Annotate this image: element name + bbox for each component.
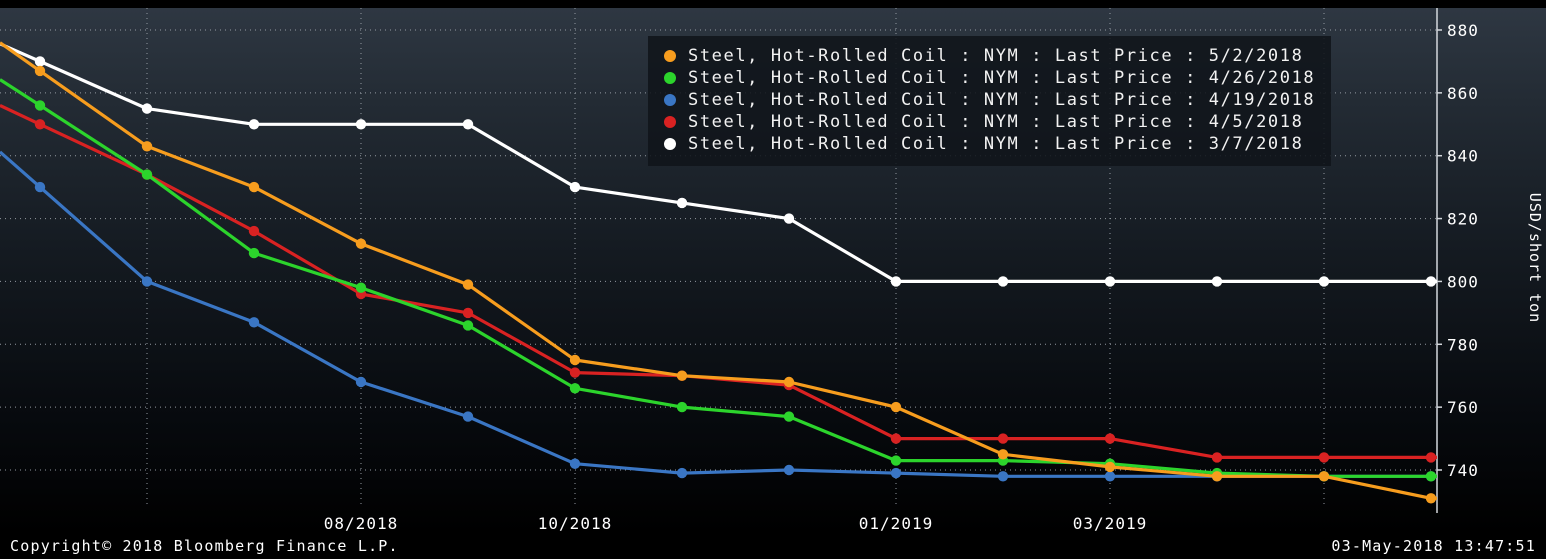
legend-label: Steel, Hot-Rolled Coil : NYM : Last Pric… (688, 134, 1304, 154)
data-point-marker[interactable] (34, 56, 46, 67)
data-point-marker[interactable] (890, 455, 902, 466)
data-point-marker[interactable] (355, 238, 367, 249)
x-axis-tick-label: 10/2018 (538, 514, 612, 533)
data-point-marker[interactable] (569, 383, 581, 394)
data-point-marker[interactable] (1318, 276, 1330, 287)
series-line (0, 150, 1437, 478)
data-point-marker[interactable] (462, 411, 474, 422)
data-point-marker[interactable] (890, 433, 902, 444)
data-point-marker[interactable] (676, 401, 688, 413)
legend-marker-icon (664, 116, 676, 128)
data-point-marker[interactable] (248, 181, 260, 193)
data-point-marker[interactable] (355, 119, 367, 130)
copyright-text: Copyright© 2018 Bloomberg Finance L.P. (10, 537, 399, 555)
data-point-marker[interactable] (1211, 471, 1223, 482)
y-axis-tick-label: 820 (1447, 210, 1479, 229)
data-point-marker[interactable] (1425, 276, 1437, 287)
legend-marker-icon (664, 50, 676, 62)
data-point-marker[interactable] (1425, 471, 1437, 482)
data-point-marker[interactable] (783, 411, 795, 422)
legend-label: Steel, Hot-Rolled Coil : NYM : Last Pric… (688, 68, 1316, 88)
legend-marker-icon (664, 94, 676, 106)
x-axis-tick-label: 08/2018 (324, 514, 398, 533)
legend-item[interactable]: Steel, Hot-Rolled Coil : NYM : Last Pric… (664, 133, 1315, 155)
legend-label: Steel, Hot-Rolled Coil : NYM : Last Pric… (688, 46, 1304, 66)
data-point-marker[interactable] (34, 65, 46, 77)
data-point-marker[interactable] (1104, 471, 1116, 482)
data-point-marker[interactable] (141, 141, 153, 152)
timestamp-text: 03-May-2018 13:47:51 (1331, 537, 1536, 555)
y-axis-tick-label: 880 (1447, 21, 1479, 40)
data-point-marker[interactable] (783, 213, 795, 224)
top-strip (0, 0, 1546, 8)
data-point-marker[interactable] (141, 169, 153, 180)
y-axis-tick-label: 760 (1447, 398, 1479, 417)
legend-label: Steel, Hot-Rolled Coil : NYM : Last Pric… (688, 112, 1304, 132)
data-point-marker[interactable] (783, 464, 795, 476)
y-axis-tick-label: 740 (1447, 461, 1479, 480)
chart-legend: Steel, Hot-Rolled Coil : NYM : Last Pric… (648, 36, 1332, 166)
y-axis-tick-label: 780 (1447, 335, 1479, 354)
data-point-marker[interactable] (676, 370, 688, 381)
y-axis-tick-label: 800 (1447, 272, 1479, 291)
data-point-marker[interactable] (34, 100, 46, 111)
legend-item[interactable]: Steel, Hot-Rolled Coil : NYM : Last Pric… (664, 45, 1315, 67)
data-point-marker[interactable] (1425, 452, 1437, 463)
data-point-marker[interactable] (569, 354, 581, 366)
data-point-marker[interactable] (890, 401, 902, 413)
data-point-marker[interactable] (1104, 276, 1116, 287)
data-point-marker[interactable] (1318, 452, 1330, 463)
data-point-marker[interactable] (569, 181, 581, 193)
data-point-marker[interactable] (462, 119, 474, 130)
series-line (0, 41, 1437, 500)
footer-bar: Copyright© 2018 Bloomberg Finance L.P. 0… (0, 533, 1546, 559)
data-point-marker[interactable] (997, 276, 1009, 287)
data-point-marker[interactable] (997, 433, 1009, 444)
series-line (0, 42, 1437, 283)
legend-marker-icon (664, 72, 676, 84)
data-point-marker[interactable] (997, 449, 1009, 460)
data-point-marker[interactable] (462, 307, 474, 319)
data-point-marker[interactable] (676, 197, 688, 209)
data-point-marker[interactable] (1425, 493, 1437, 504)
data-point-marker[interactable] (1318, 471, 1330, 482)
legend-marker-icon (664, 138, 676, 150)
data-point-marker[interactable] (248, 247, 260, 259)
data-point-marker[interactable] (248, 317, 260, 328)
data-point-marker[interactable] (462, 320, 474, 331)
x-axis-tick-label: 03/2019 (1073, 514, 1147, 533)
data-point-marker[interactable] (248, 225, 260, 237)
data-point-marker[interactable] (1211, 276, 1223, 287)
data-point-marker[interactable] (141, 276, 153, 287)
data-point-marker[interactable] (890, 467, 902, 479)
data-point-marker[interactable] (569, 367, 581, 378)
chart-region: 880 860 840 820 800 780 760 740 08/2018 10/2018 01… (0, 8, 1546, 533)
y-axis-tick-label: 840 (1447, 147, 1479, 166)
legend-item[interactable]: Steel, Hot-Rolled Coil : NYM : Last Pric… (664, 89, 1315, 111)
price-chart[interactable]: 880 860 840 820 800 780 760 740 08/2018 10/2018 01… (0, 8, 1546, 533)
data-point-marker[interactable] (141, 103, 153, 114)
data-point-marker[interactable] (462, 279, 474, 290)
data-point-marker[interactable] (1104, 461, 1116, 473)
legend-item[interactable]: Steel, Hot-Rolled Coil : NYM : Last Pric… (664, 111, 1315, 133)
y-axis-title: USD/short ton (1526, 193, 1544, 323)
data-point-marker[interactable] (1211, 452, 1223, 463)
data-point-marker[interactable] (1104, 433, 1116, 444)
legend-item[interactable]: Steel, Hot-Rolled Coil : NYM : Last Pric… (664, 67, 1315, 89)
data-point-marker[interactable] (997, 471, 1009, 482)
x-axis-tick-label: 01/2019 (859, 514, 933, 533)
data-point-marker[interactable] (34, 119, 46, 130)
data-point-marker[interactable] (783, 376, 795, 388)
legend-label: Steel, Hot-Rolled Coil : NYM : Last Pric… (688, 90, 1316, 110)
data-point-marker[interactable] (248, 119, 260, 130)
data-point-marker[interactable] (569, 458, 581, 469)
data-point-marker[interactable] (34, 181, 46, 193)
data-point-marker[interactable] (355, 376, 367, 388)
y-axis-tick-label: 860 (1447, 84, 1479, 103)
data-point-marker[interactable] (355, 282, 367, 293)
data-point-marker[interactable] (890, 276, 902, 287)
data-point-marker[interactable] (676, 467, 688, 479)
